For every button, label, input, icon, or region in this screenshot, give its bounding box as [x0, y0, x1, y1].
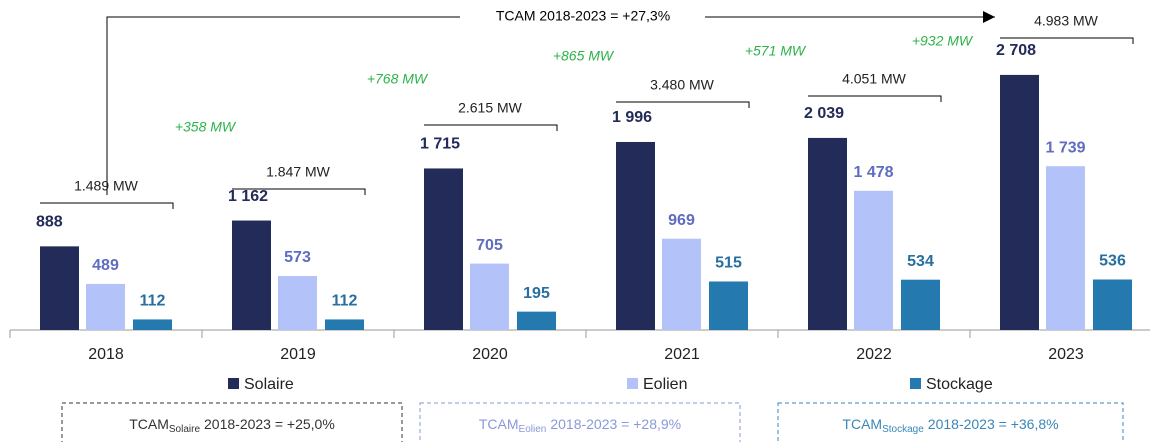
- cagr-label: TCAM: [479, 416, 519, 432]
- legend-label: Stockage: [926, 376, 993, 393]
- bar: [40, 246, 79, 330]
- value-label: 534: [907, 253, 934, 270]
- total-label: 2.615 MW: [458, 100, 523, 116]
- total-label: 1.847 MW: [266, 164, 331, 180]
- value-label: 1 478: [853, 164, 893, 181]
- value-label: 705: [476, 237, 503, 254]
- increment-label: +768 MW: [367, 71, 429, 87]
- bar: [325, 319, 364, 330]
- cagr-box: [419, 402, 741, 442]
- value-label: 1 715: [420, 136, 460, 153]
- legend-label: Eolien: [643, 376, 687, 393]
- cagr-box-text: TCAMStockage 2018-2023 = +36,8%: [842, 416, 1058, 435]
- total-label: 4.051 MW: [842, 71, 907, 87]
- cagr-box: [61, 402, 403, 442]
- bar: [709, 281, 748, 330]
- value-label: 969: [668, 212, 695, 229]
- bar: [1000, 74, 1039, 330]
- total-label: 4.983 MW: [1034, 13, 1099, 29]
- bar: [517, 311, 556, 330]
- bar: [424, 168, 463, 330]
- x-tick-label: 2019: [280, 346, 316, 363]
- total-bracket: [616, 101, 750, 108]
- bar: [133, 319, 172, 330]
- cagr-text: 2018-2023 = +25,0%: [204, 416, 335, 432]
- bar: [86, 283, 125, 330]
- x-tick-label: 2022: [856, 346, 892, 363]
- cagr-subscript: Stockage: [882, 424, 924, 435]
- x-tick-label: 2023: [1048, 346, 1084, 363]
- bar: [470, 263, 509, 330]
- bar: [901, 279, 940, 330]
- value-label: 2 708: [996, 42, 1036, 59]
- cagr-box: [777, 402, 1124, 442]
- total-label: 3.480 MW: [650, 77, 715, 93]
- cagr-total: TCAM 2018-2023 = +27,3%: [496, 8, 670, 24]
- value-label: 1 739: [1045, 139, 1085, 156]
- value-label: 112: [332, 293, 358, 310]
- cagr-arrow: [106, 11, 995, 195]
- value-label: 515: [715, 255, 742, 272]
- legend-swatch: [228, 378, 239, 389]
- total-bracket: [1000, 37, 1134, 44]
- cagr-subscript: Eolien: [519, 424, 547, 435]
- bar: [808, 137, 847, 330]
- bar: [1093, 279, 1132, 330]
- cagr-text: 2018-2023 = +28,9%: [550, 416, 681, 432]
- x-tick-label: 2018: [88, 346, 124, 363]
- cagr-box-text: TCAMSolaire 2018-2023 = +25,0%: [129, 416, 335, 435]
- legend-label: Solaire: [244, 376, 294, 393]
- increment-label: +932 MW: [912, 33, 974, 49]
- total-label: 1.489 MW: [74, 178, 139, 194]
- total-bracket: [232, 188, 366, 195]
- cagr-label: TCAM: [842, 416, 882, 432]
- value-label: 112: [140, 293, 166, 310]
- bar: [278, 276, 317, 330]
- bar: [232, 220, 271, 330]
- value-label: 573: [284, 249, 311, 266]
- total-bracket: [808, 95, 942, 102]
- value-label: 1 162: [228, 188, 268, 205]
- value-label: 1 996: [612, 109, 652, 126]
- cagr-text: 2018-2023 = +36,8%: [928, 416, 1059, 432]
- x-tick-label: 2021: [664, 346, 700, 363]
- bar: [1046, 166, 1085, 330]
- value-label: 195: [523, 285, 550, 302]
- increment-label: +571 MW: [745, 43, 807, 59]
- total-bracket: [40, 202, 174, 209]
- bar: [662, 238, 701, 330]
- increment-label: +358 MW: [175, 119, 237, 135]
- bar: [616, 141, 655, 330]
- bar: [854, 190, 893, 330]
- x-tick-label: 2020: [472, 346, 508, 363]
- cagr-label: TCAM: [129, 416, 169, 432]
- value-label: 888: [36, 214, 63, 231]
- value-label: 536: [1099, 253, 1126, 270]
- cagr-box-text: TCAMEolien 2018-2023 = +28,9%: [479, 416, 681, 435]
- legend-swatch: [627, 378, 638, 389]
- total-bracket: [424, 124, 558, 131]
- cagr-subscript: Solaire: [169, 424, 201, 435]
- value-label: 2 039: [804, 105, 844, 122]
- value-label: 489: [92, 257, 119, 274]
- increment-label: +865 MW: [553, 48, 615, 64]
- legend-swatch: [910, 378, 921, 389]
